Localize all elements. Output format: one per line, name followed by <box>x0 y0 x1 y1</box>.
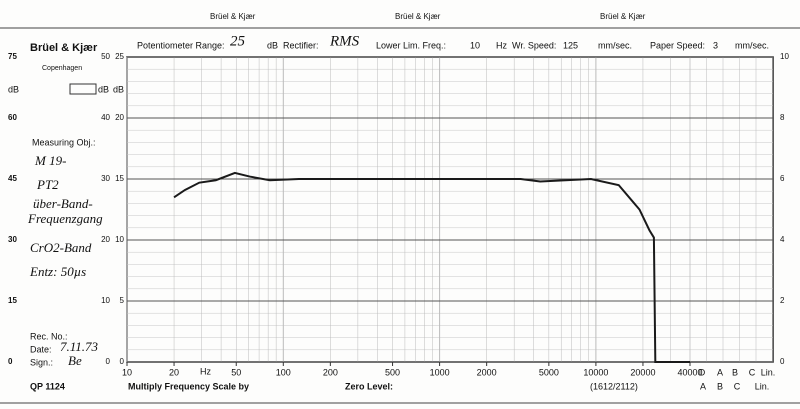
scale-label: 0 <box>106 357 111 366</box>
header-field: Lower Lim. Freq.: <box>376 40 446 50</box>
x-tick-label: 40000 <box>677 367 702 377</box>
scale-label: 20 <box>101 235 110 244</box>
brand: Brüel & Kjær <box>30 42 98 54</box>
x-tick-label: 1000 <box>430 367 450 377</box>
x-tick-label: 10 <box>122 367 132 377</box>
y-tick-label: 25 <box>115 52 124 61</box>
handwritten-note: Frequenzgang <box>27 211 103 226</box>
scale-label: 30 <box>101 174 110 183</box>
x-tick-label: 5000 <box>539 367 559 377</box>
form-code: QP 1124 <box>30 381 65 391</box>
y-tick-label: 5 <box>120 296 125 305</box>
handwritten-note: M 19- <box>34 153 66 168</box>
header-field: dB <box>267 40 278 50</box>
header-field: Paper Speed: <box>650 40 705 50</box>
scale-label: 0 <box>8 357 13 366</box>
handwritten-note: Entz: 50µs <box>29 264 86 279</box>
strip-brand: Brüel & Kjær <box>600 12 646 21</box>
y-unit: dB <box>113 84 124 94</box>
reference: (1612/2112) <box>590 381 638 391</box>
handwritten-note: PT2 <box>36 177 59 192</box>
y-tick-label: 10 <box>115 235 124 244</box>
y-unit: dB <box>98 84 109 94</box>
scale-label: 45 <box>8 174 17 183</box>
x-tick-label: 500 <box>385 367 400 377</box>
weighting-label: D <box>699 367 706 377</box>
scale-label: 60 <box>8 113 17 122</box>
scale-label: 0 <box>780 357 785 366</box>
weighting-label: Lin. <box>761 367 776 377</box>
x-tick-label: 50 <box>231 367 241 377</box>
scale-label: 8 <box>780 113 785 122</box>
response-curve <box>173 171 690 363</box>
scale-label: 10 <box>780 52 789 61</box>
scale-label: 50 <box>101 52 110 61</box>
sign-label: Sign.: <box>30 357 53 367</box>
x-tick-label: 10000 <box>583 367 608 377</box>
weighting-label: B <box>732 367 738 377</box>
zero-level: Zero Level: <box>345 381 393 391</box>
header-field: Wr. Speed: <box>512 40 556 50</box>
date: 7.11.73 <box>60 339 99 354</box>
scale-label: 10 <box>101 296 110 305</box>
measuring-label: Measuring Obj.: <box>32 137 96 147</box>
scale-label: 40 <box>101 113 110 122</box>
scale-label: 2 <box>780 296 785 305</box>
header-field: mm/sec. <box>735 40 769 50</box>
x-tick-label: 2000 <box>477 367 497 377</box>
multiply-label: Multiply Frequency Scale by <box>128 381 249 391</box>
strip-brand: Brüel & Kjær <box>210 12 256 21</box>
header-field: mm/sec. <box>598 40 632 50</box>
scale-label: 75 <box>8 52 17 61</box>
weighting-label: B <box>717 381 723 391</box>
handwritten-note: CrO2-Band <box>30 240 92 255</box>
y-tick-label: 15 <box>115 174 124 183</box>
strip-brand: Brüel & Kjær <box>395 12 441 21</box>
header-field: 125 <box>563 40 578 50</box>
city: Copenhagen <box>42 65 82 72</box>
y-unit: dB <box>8 84 19 94</box>
rec-no: Rec. No.: <box>30 331 68 341</box>
y-tick-label: 0 <box>120 357 125 366</box>
header-field: Rectifier: <box>283 40 319 50</box>
header-field: 3 <box>713 40 718 50</box>
weighting-label: C <box>749 367 756 377</box>
x-tick-label: 20 <box>169 367 179 377</box>
weighting-label: Lin. <box>755 381 770 391</box>
scale-label: 4 <box>780 235 785 244</box>
logo <box>69 83 97 95</box>
scale-label: 15 <box>8 296 17 305</box>
weighting-label: A <box>700 381 706 391</box>
x-tick-label: 100 <box>276 367 291 377</box>
x-tick-label: 20000 <box>630 367 655 377</box>
header-field: 25 <box>230 33 246 49</box>
header-field: Potentiometer Range: <box>137 40 225 50</box>
header-field: 10 <box>470 40 480 50</box>
handwritten-note: über-Band- <box>33 196 93 211</box>
header-field: RMS <box>329 33 360 49</box>
scale-label: 30 <box>8 235 17 244</box>
weighting-label: C <box>734 381 741 391</box>
scale-label: 6 <box>780 174 785 183</box>
date-label: Date: <box>30 344 52 354</box>
x-unit: Hz <box>200 366 211 376</box>
weighting-label: A <box>717 367 723 377</box>
y-tick-label: 20 <box>115 113 124 122</box>
x-tick-label: 200 <box>323 367 338 377</box>
header-field: Hz <box>496 40 507 50</box>
sign: Be <box>68 353 82 368</box>
